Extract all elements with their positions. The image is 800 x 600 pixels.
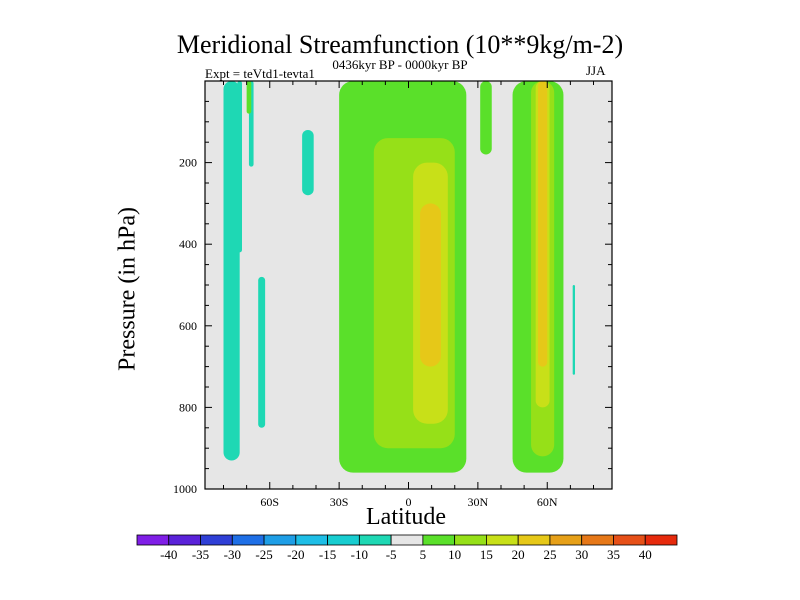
colorbar-label: 35 [607,547,620,562]
colorbar-box [358,534,392,546]
y-tick-label: 400 [179,237,197,251]
colorbar-box [263,534,297,546]
colorbar-label: -25 [255,547,272,562]
colorbar-box [231,534,265,546]
field-neg-column-80S [223,81,240,461]
colorbar-box [613,534,646,546]
field-pos-column-35N [480,81,492,155]
colorbar-box [422,534,456,546]
colorbar: -40 -35 -30 -25 -20 -15 -10 -5 5 10 15 20 25 30 35 40 [136,534,678,562]
colorbar-label: 25 [543,547,556,562]
y-tick-label: 200 [179,156,197,170]
colorbar-label: 40 [639,547,652,562]
colorbar-label: -30 [224,547,241,562]
colorbar-box [454,534,487,546]
y-tick-label: 800 [179,400,197,414]
colorbar-label: -40 [160,547,177,562]
field-pos-upper-70S [246,81,252,114]
colorbar-box [136,534,170,546]
field-neg-lower-65S [258,276,266,428]
field-neg-tilted-45S [302,129,314,196]
colorbar-label: 20 [512,547,525,562]
field-core-main-20 [420,203,441,367]
contour-fields [223,81,575,473]
x-tick-label: 30N [468,495,489,509]
colorbar-label: 15 [480,547,493,562]
y-tick-label: 1000 [173,482,197,496]
colorbar-box [327,534,360,546]
colorbar-box [549,534,583,546]
colorbar-label: -10 [351,547,368,562]
colorbar-box [517,534,551,546]
chart-title: Meridional Streamfunction (10**9kg/m-2) [176,30,624,59]
colorbar-box [486,534,519,546]
colorbar-label: 5 [420,547,427,562]
colorbar-label: 30 [575,547,588,562]
chart-subtitle: 0436kyr BP - 0000kyr BP [332,57,468,72]
colorbar-box [295,534,328,546]
colorbar-label: 10 [448,547,461,562]
season-label: JJA [586,63,606,78]
x-axis-label: Latitude [366,504,446,530]
field-core-60N-20 [538,81,548,367]
colorbar-box [168,534,201,546]
y-axis: 200 400 600 800 1000 [173,80,612,496]
colorbar-box [200,534,233,546]
colorbar-label: -5 [386,547,397,562]
field-neg-thin-70N [572,285,575,375]
colorbar-label: -35 [192,547,209,562]
x-tick-label: 60N [537,495,558,509]
x-tick-label: 60S [260,495,279,509]
colorbar-box [581,534,614,546]
y-tick-label: 600 [179,319,197,333]
colorbar-label: -20 [287,547,304,562]
experiment-label: Expt = teVtd1-tevta1 [205,66,315,81]
x-axis: 60S 30S 0 30N 60N [223,81,594,509]
field-neg-thin-73S [237,81,242,253]
colorbar-box [390,534,424,546]
colorbar-label: -15 [319,547,336,562]
x-tick-label: 0 [406,495,412,509]
x-tick-label: 30S [330,495,349,509]
colorbar-box [644,534,678,546]
